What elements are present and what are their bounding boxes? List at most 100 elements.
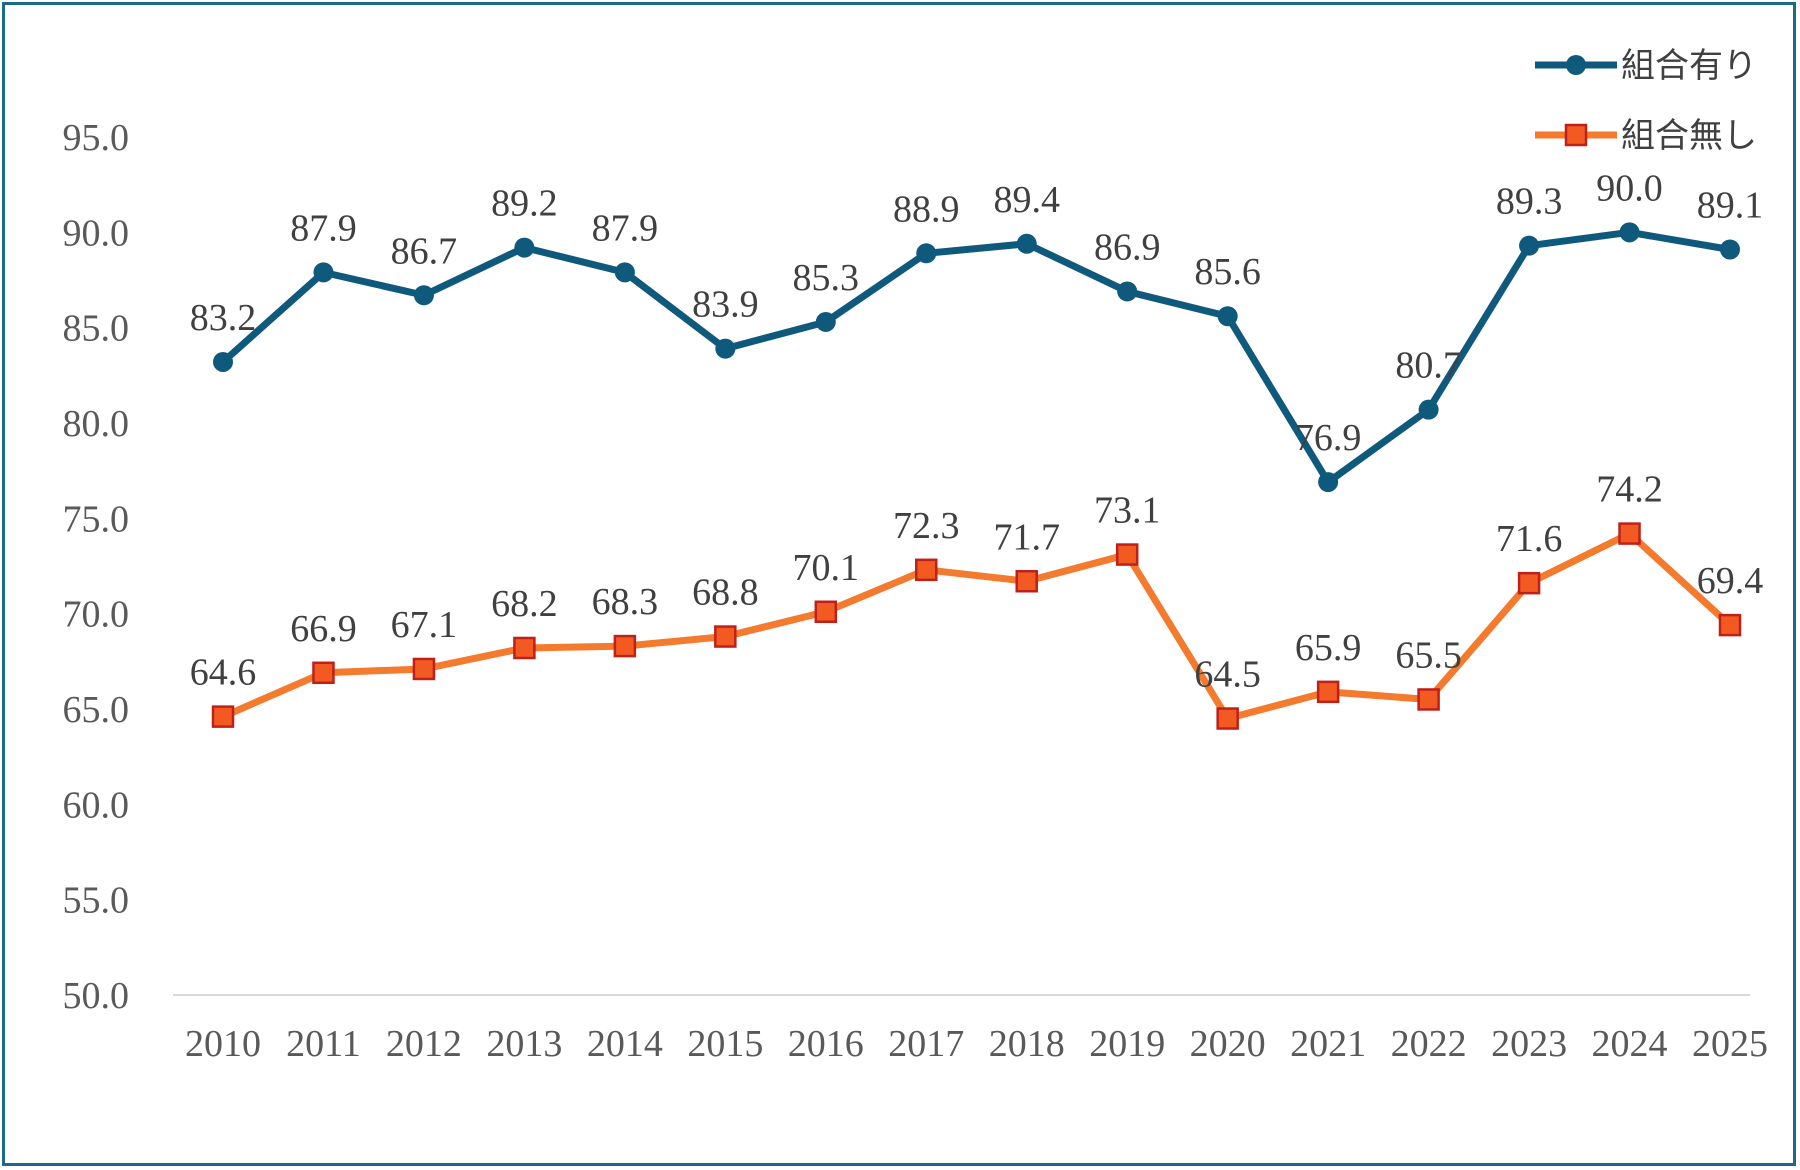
data-label: 89.4	[993, 179, 1060, 221]
data-label: 70.1	[793, 547, 860, 589]
x-tick-label: 2023	[1491, 1023, 1567, 1065]
series-without-union: 64.6 66.9 67.1 68.2 68.3 68.8 70.1 72.3 71.7 73.1…	[190, 469, 1764, 730]
data-label: 89.2	[491, 183, 558, 225]
data-label: 64.6	[190, 652, 257, 694]
data-label: 72.3	[893, 505, 960, 547]
data-point	[916, 243, 937, 264]
data-point	[614, 262, 635, 283]
data-point	[714, 625, 737, 648]
data-point	[1316, 680, 1340, 704]
x-tick-label: 2015	[687, 1023, 763, 1065]
data-point	[1418, 399, 1439, 420]
data-point	[1718, 613, 1742, 637]
data-point	[412, 657, 436, 681]
y-tick-label: 90.0	[63, 212, 130, 254]
data-label: 89.1	[1697, 184, 1764, 226]
y-tick-label: 70.0	[63, 594, 130, 636]
data-point	[613, 634, 637, 658]
legend-marker	[1564, 123, 1588, 147]
y-tick-label: 75.0	[63, 498, 130, 540]
x-tick-label: 2021	[1290, 1023, 1366, 1065]
data-label: 89.3	[1496, 181, 1563, 223]
x-tick-label: 2016	[788, 1023, 864, 1065]
data-label: 66.9	[290, 608, 357, 650]
data-point	[1318, 472, 1339, 493]
data-point	[413, 285, 434, 306]
series-with-union: 83.2 87.9 86.7 89.2 87.9 83.9 85.3 88.9 89.4 86.9…	[190, 167, 1764, 493]
data-point	[513, 636, 536, 660]
series-line	[220, 228, 1731, 486]
data-point	[1217, 306, 1238, 327]
data-point	[1720, 239, 1740, 260]
axes: 50.0 55.0 60.0 65.0 70.0 75.0 80.0 85.0 90.0 95.0…	[63, 117, 1769, 1065]
data-label: 64.5	[1194, 654, 1261, 696]
legend-label: 組合無し	[1621, 116, 1757, 156]
legend-marker	[1566, 55, 1586, 75]
data-label: 73.1	[1094, 490, 1161, 532]
series-layer: 83.2 87.9 86.7 89.2 87.9 83.9 85.3 88.9 89.4 86.9…	[190, 167, 1764, 730]
data-label: 83.2	[190, 297, 257, 339]
data-label: 67.1	[391, 604, 458, 646]
x-tick-label: 2020	[1190, 1023, 1266, 1065]
data-label: 65.5	[1395, 634, 1462, 676]
x-tick-label: 2019	[1089, 1023, 1165, 1065]
y-tick-label: 60.0	[63, 784, 130, 826]
data-point	[1015, 570, 1038, 593]
data-point	[312, 661, 335, 685]
data-label: 90.0	[1596, 167, 1663, 209]
data-point	[1115, 543, 1139, 566]
data-label: 71.7	[993, 516, 1060, 558]
y-tick-label: 85.0	[63, 308, 130, 350]
x-tick-label: 2013	[486, 1023, 562, 1065]
data-point	[1016, 233, 1037, 254]
data-point	[915, 558, 938, 582]
x-tick-label: 2024	[1592, 1023, 1668, 1065]
y-tick-label: 65.0	[63, 689, 130, 731]
data-point	[1216, 707, 1239, 730]
x-tick-label: 2018	[989, 1023, 1065, 1065]
line-chart: 50.0 55.0 60.0 65.0 70.0 75.0 80.0 85.0 90.0 95.0…	[63, 46, 1769, 1065]
data-point	[1618, 522, 1641, 545]
data-point	[1117, 281, 1138, 302]
y-tick-label: 50.0	[63, 975, 130, 1017]
x-tick-label: 2025	[1692, 1023, 1768, 1065]
x-tick-label: 2011	[286, 1023, 361, 1065]
y-tick-label: 55.0	[63, 880, 130, 922]
legend-item: 組合有り	[1535, 46, 1757, 86]
data-label: 87.9	[290, 207, 357, 249]
data-point	[1517, 571, 1541, 595]
y-tick-label: 95.0	[63, 117, 130, 159]
data-label: 85.3	[793, 257, 860, 299]
x-tick-label: 2017	[888, 1023, 964, 1065]
data-label: 86.7	[391, 230, 458, 272]
data-point	[1519, 235, 1540, 256]
data-label: 85.6	[1194, 251, 1261, 293]
data-label: 68.2	[491, 583, 558, 625]
data-label: 88.9	[893, 188, 960, 230]
x-tick-label: 2010	[185, 1023, 261, 1065]
legend-item: 組合無し	[1535, 116, 1757, 156]
data-label: 68.8	[692, 572, 759, 614]
data-point	[514, 237, 535, 258]
data-label: 83.9	[692, 284, 759, 326]
data-point	[211, 705, 235, 728]
x-tick-label: 2014	[587, 1023, 663, 1065]
data-point	[815, 311, 836, 332]
data-label: 80.7	[1395, 345, 1462, 387]
x-tick-label: 2012	[386, 1023, 462, 1065]
data-label: 65.9	[1295, 627, 1362, 669]
legend-label: 組合有り	[1621, 46, 1757, 86]
data-label: 71.6	[1496, 518, 1563, 560]
x-tick-label: 2022	[1391, 1023, 1467, 1065]
series-line	[221, 530, 1733, 723]
data-label: 68.3	[592, 581, 659, 623]
data-label: 76.9	[1295, 417, 1362, 459]
data-point	[213, 351, 233, 372]
data-point	[1417, 688, 1440, 711]
data-label: 69.4	[1697, 560, 1764, 602]
data-point	[715, 338, 736, 359]
data-point	[313, 262, 334, 283]
data-label: 87.9	[592, 207, 659, 249]
